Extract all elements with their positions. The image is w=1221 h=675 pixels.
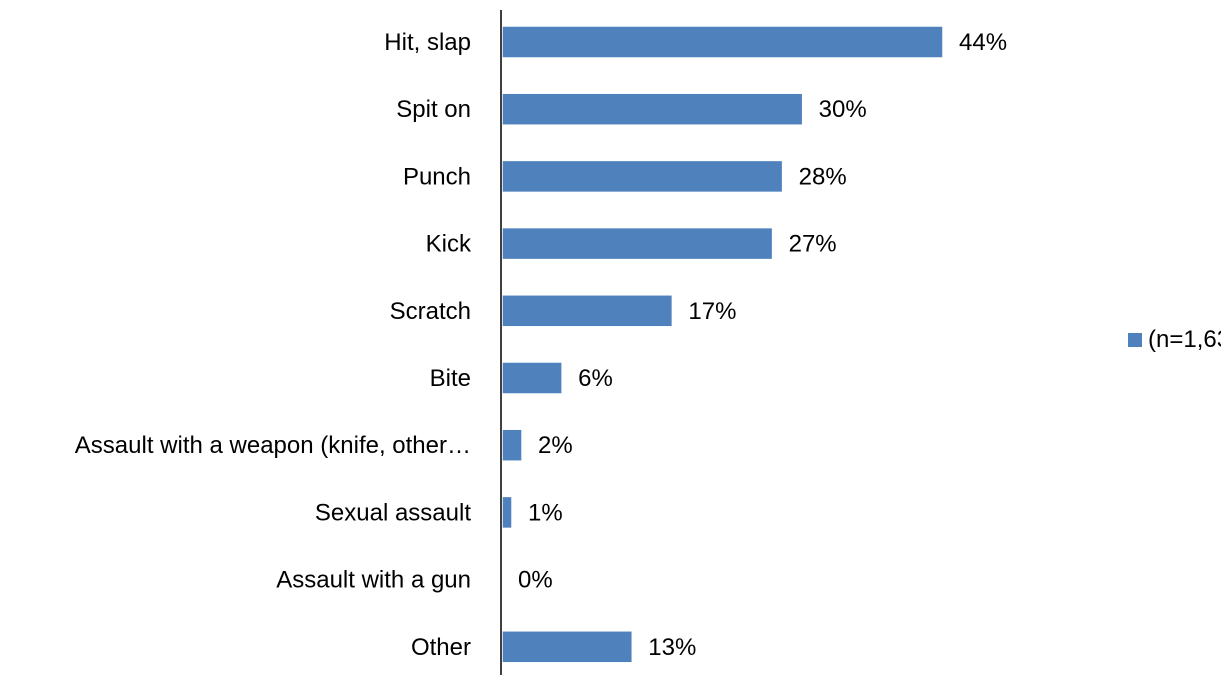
value-label: 2% [538, 432, 573, 459]
category-label: Scratch [390, 298, 471, 325]
category-label: Sexual assault [315, 499, 471, 526]
category-label: Spit on [396, 96, 471, 123]
category-label: Punch [403, 163, 471, 190]
category-label: Assault with a weapon (knife, other… [75, 432, 471, 459]
bar-7 [501, 495, 513, 530]
legend-swatch [1128, 333, 1142, 347]
bar-9 [501, 630, 634, 664]
category-label: Kick [426, 231, 472, 258]
value-label: 0% [518, 567, 553, 594]
value-label: 13% [648, 634, 696, 661]
value-label: 6% [578, 365, 613, 392]
category-label: Hit, slap [384, 29, 471, 56]
bar-6 [501, 428, 523, 462]
value-label: 17% [688, 298, 736, 325]
category-label: Assault with a gun [276, 567, 471, 594]
category-label: Bite [430, 365, 471, 392]
legend: (n=1,630)* [1128, 326, 1221, 354]
value-label: 1% [528, 499, 563, 526]
bar-5 [501, 361, 563, 395]
legend-label: (n=1,630)* [1148, 326, 1221, 353]
bar-1 [501, 92, 804, 126]
bar-0 [501, 25, 944, 59]
bars-layer [501, 25, 944, 664]
bar-3 [501, 226, 774, 261]
value-label: 28% [799, 163, 847, 190]
bar-4 [501, 294, 674, 328]
value-label: 30% [819, 96, 867, 123]
category-labels: Hit, slap Spit on Punch Kick Scratch Bite Assa… [75, 29, 472, 661]
bar-2 [501, 159, 784, 194]
value-label: 44% [959, 29, 1007, 56]
category-label: Other [411, 634, 471, 661]
value-labels: 44% 30% 28% 27% 17% 6% 2% 1% 0% 13% [518, 29, 1007, 661]
value-label: 27% [789, 231, 837, 258]
